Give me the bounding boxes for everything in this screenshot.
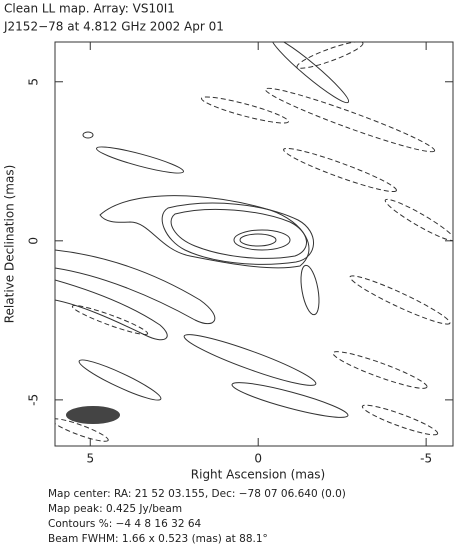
x-tick-label: -5 (420, 452, 432, 466)
y-tick-label: 5 (27, 78, 41, 86)
beam (66, 406, 120, 424)
chart-title: Clean LL map. Array: VS10I1 (4, 2, 175, 16)
annotation: Map center: RA: 21 52 03.155, Dec: −78 0… (48, 488, 346, 500)
chart-subtitle: J2152−78 at 4.812 GHz 2002 Apr 01 (3, 20, 224, 34)
y-tick-label: -5 (27, 394, 41, 406)
annotation: Beam FWHM: 1.66 x 0.523 (mas) at 88.1° (48, 533, 268, 545)
x-tick-label: 0 (254, 452, 262, 466)
x-axis-label: Right Ascension (mas) (191, 468, 325, 482)
annotation: Map peak: 0.425 Jy/beam (48, 503, 182, 515)
x-tick-label: 5 (86, 452, 94, 466)
frame (54, 41, 454, 447)
y-tick-label: 0 (27, 237, 41, 245)
annotation: Contours %: −4 4 8 16 32 64 (48, 518, 202, 530)
annotations: Map center: RA: 21 52 03.155, Dec: −78 0… (48, 488, 346, 545)
y-axis-label: Relative Declination (mas) (3, 165, 17, 324)
contours (55, 42, 453, 442)
